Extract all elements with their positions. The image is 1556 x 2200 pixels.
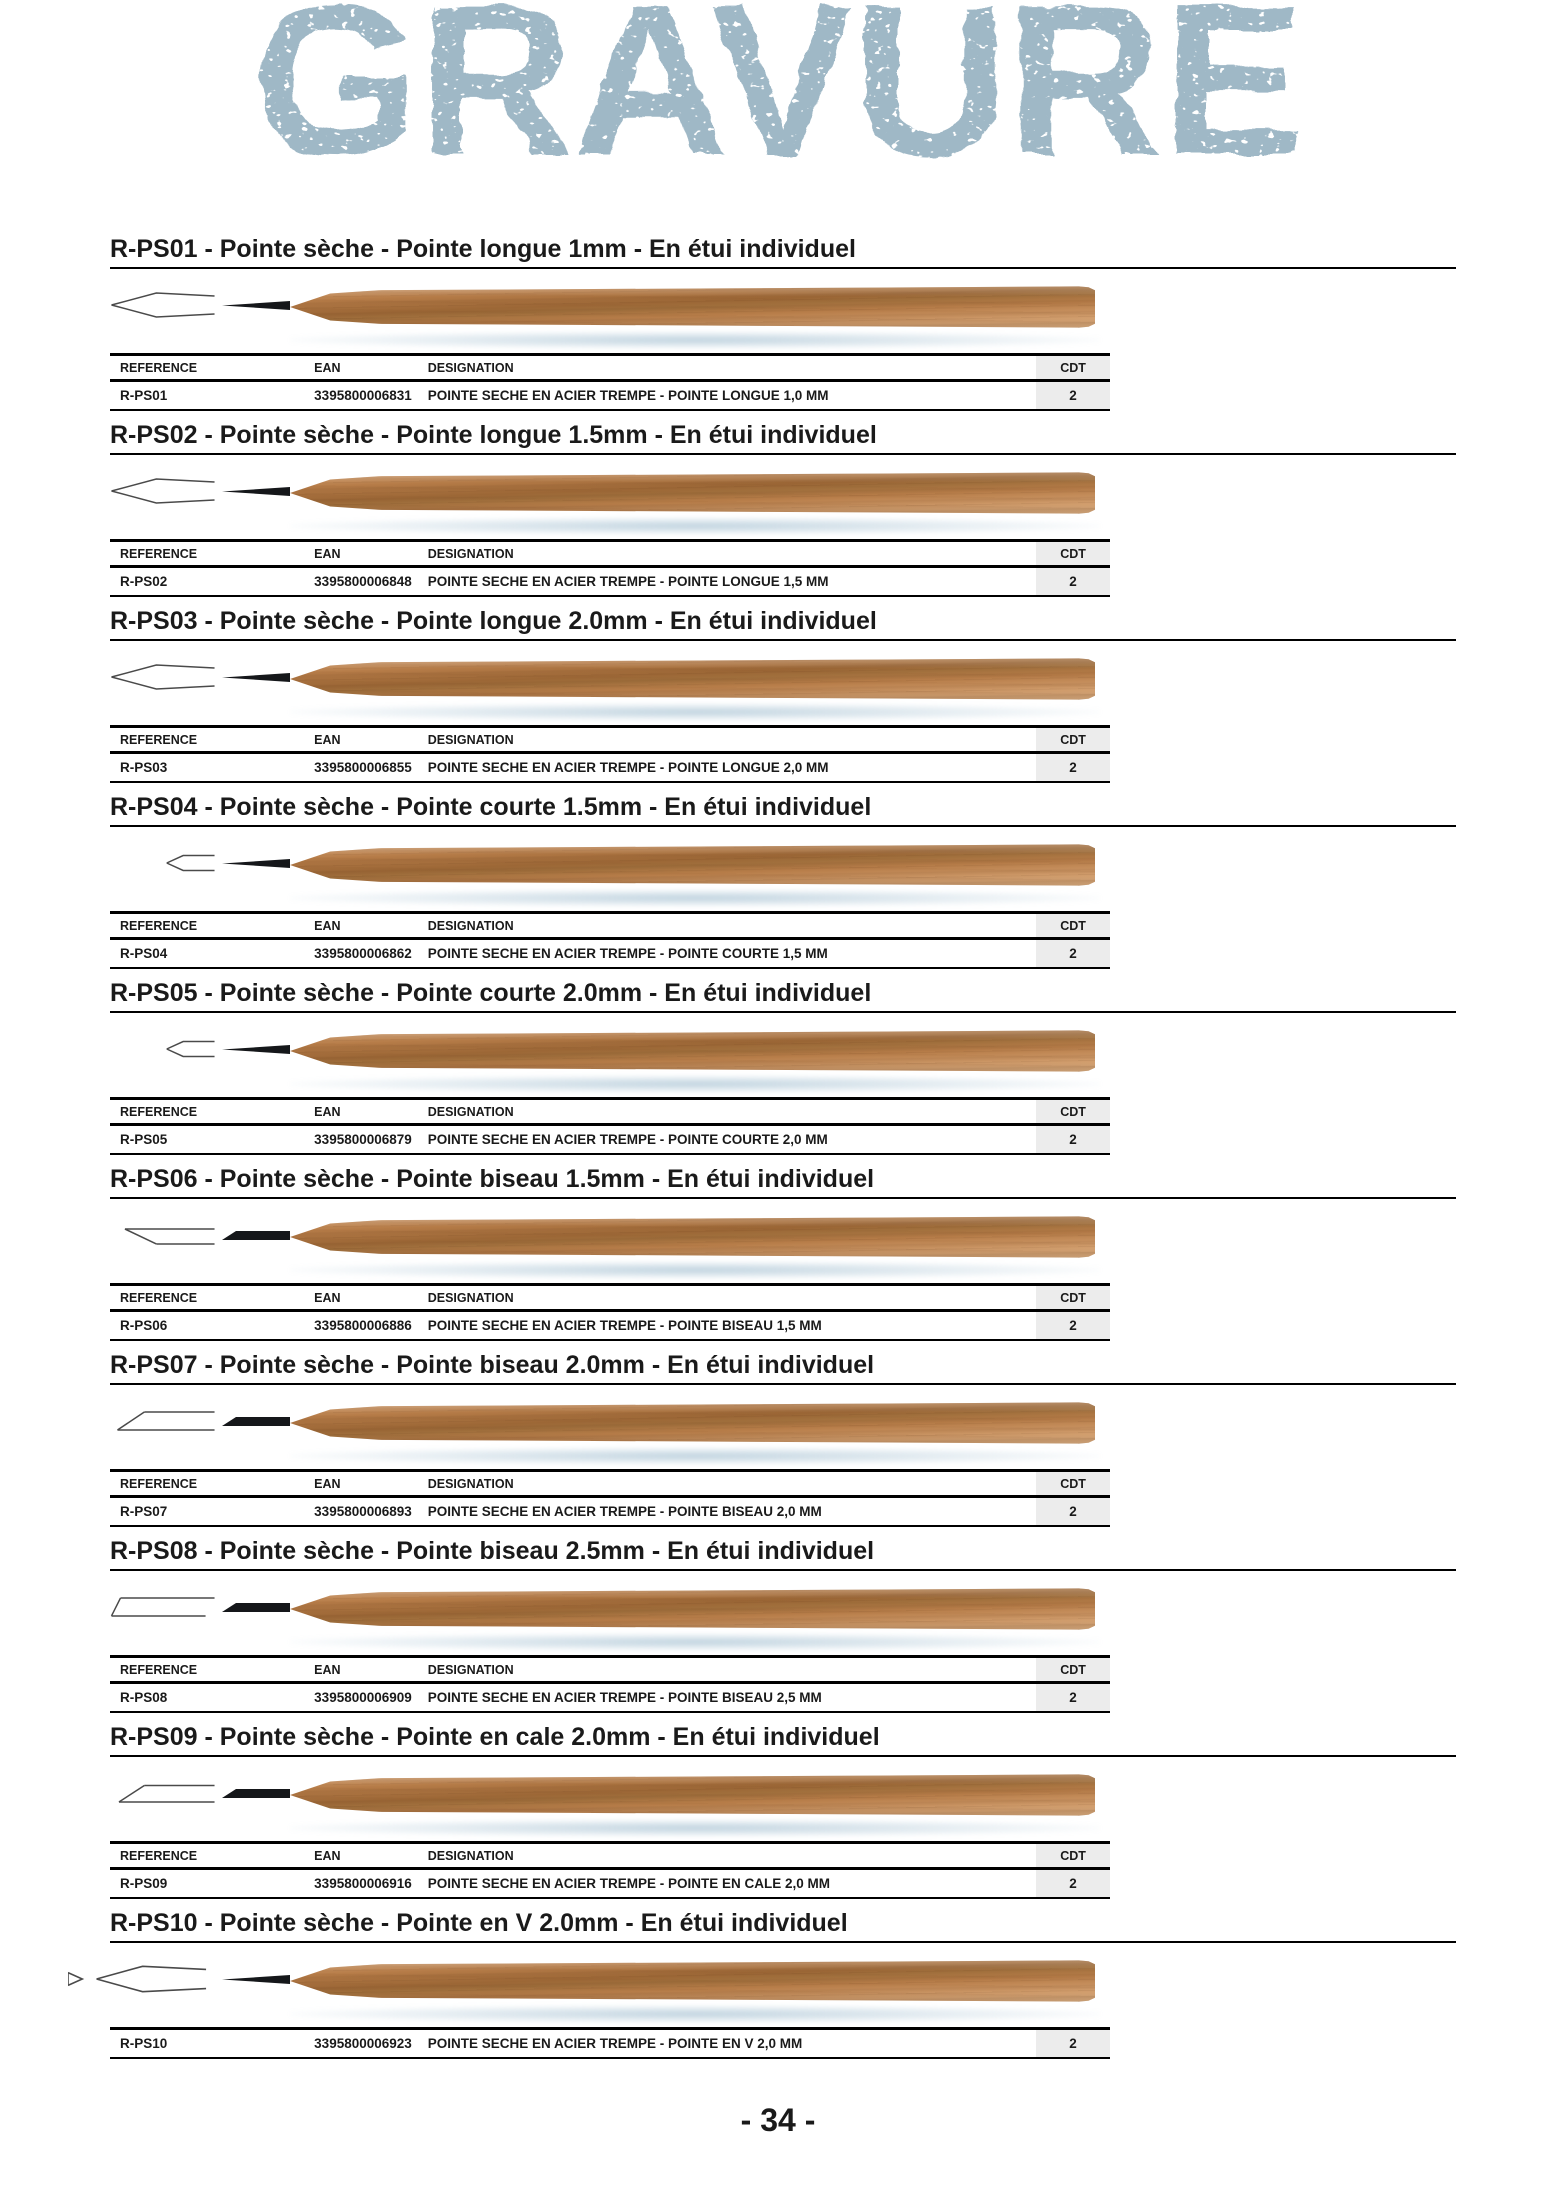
svg-text:GRAVURE: GRAVURE [252,0,1304,200]
